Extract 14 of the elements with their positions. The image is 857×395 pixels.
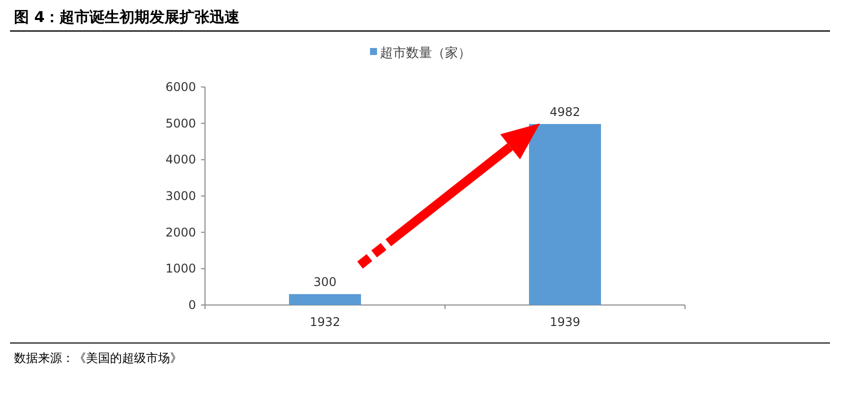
y-tick-label: 5000 — [165, 116, 196, 130]
y-tick-label: 3000 — [165, 189, 196, 203]
x-tick-label: 1939 — [550, 315, 580, 329]
y-tick-label: 1000 — [165, 262, 196, 276]
y-tick-label: 0 — [188, 298, 196, 312]
y-tick-label: 2000 — [165, 225, 196, 240]
y-tick-label: 6000 — [165, 80, 196, 94]
legend-label: 超市数量（家） — [380, 45, 471, 61]
source-note: 数据来源：《美国的超级市场》 — [14, 351, 182, 365]
title: 图 4：超市诞生初期发展扩张迅速 — [14, 8, 240, 26]
y-tick-label: 4000 — [165, 152, 196, 167]
data-label: 300 — [314, 275, 336, 290]
x-tick-label: 1932 — [310, 315, 340, 329]
data-label: 4982 — [550, 104, 580, 119]
